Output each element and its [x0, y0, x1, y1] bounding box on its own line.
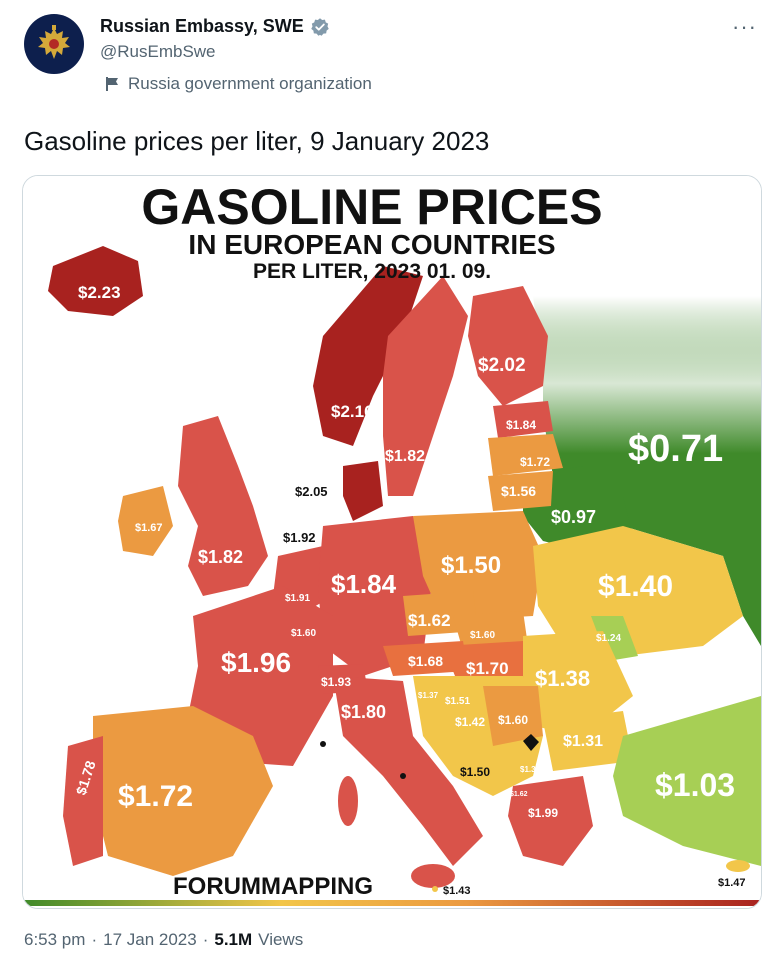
region-portugal [63, 736, 103, 866]
price-croatia: $1.51 [445, 696, 470, 707]
region-moldova [591, 616, 638, 661]
price-france: $1.96 [221, 647, 291, 678]
price-n-macedonia: $1.37 [520, 765, 541, 774]
map-date-line: PER LITER, 2023 01. 09. [253, 260, 491, 283]
government-label[interactable]: Russia government organization [106, 74, 372, 94]
region-bulgaria [543, 711, 633, 771]
price-latvia: $1.72 [520, 455, 550, 469]
price-cyprus: $1.47 [718, 877, 746, 889]
tweet-time[interactable]: 6:53 pm [24, 930, 86, 949]
price-russia: $0.71 [628, 428, 723, 470]
meta-separator: · [202, 930, 209, 949]
price-iceland: $2.23 [78, 283, 121, 302]
government-label-text: Russia government organization [128, 74, 372, 93]
price-spain: $1.72 [118, 780, 193, 813]
price-serbia: $1.60 [498, 713, 528, 727]
region-russia [533, 296, 761, 646]
region-spain [93, 706, 273, 876]
price-estonia: $1.84 [506, 418, 536, 432]
more-options-icon[interactable]: ··· [732, 14, 757, 39]
region-iceland [48, 246, 143, 316]
region-cyprus [726, 860, 750, 872]
price-lithuania: $1.56 [501, 483, 536, 499]
price-czechia: $1.62 [408, 611, 451, 630]
region-lithuania [488, 471, 553, 511]
price-malta: $1.43 [443, 885, 471, 897]
malta-dot [432, 886, 438, 892]
map-credit: FORUMMAPPING [173, 873, 373, 900]
map-title: GASOLINE PRICES [141, 179, 602, 235]
name-row: Russian Embassy, SWE [100, 16, 330, 37]
price-belarus: $0.97 [551, 507, 596, 527]
europe-price-map: GASOLINE PRICES IN EUROPEAN COUNTRIES PE… [23, 176, 761, 908]
price-sweden: $1.82 [385, 448, 425, 465]
price-belgium: $1.91 [285, 593, 310, 604]
verified-badge-icon [311, 17, 329, 36]
kosovo-marker [523, 734, 539, 751]
region-germany [318, 516, 433, 676]
price-poland: $1.50 [441, 552, 501, 579]
region-slovakia [453, 611, 528, 651]
price-hungary: $1.70 [466, 659, 509, 678]
price-slovenia: $1.37 [418, 691, 439, 700]
views-label: Views [258, 930, 304, 949]
display-name[interactable]: Russian Embassy, SWE [100, 16, 304, 36]
flag-icon [106, 77, 118, 91]
price-albania: $1.62 [510, 791, 528, 798]
price-norway: $2.16 [331, 402, 374, 421]
price-denmark: $2.05 [295, 484, 328, 499]
region-sardinia [338, 776, 358, 826]
region-ukraine [533, 526, 743, 656]
meta-separator: · [91, 930, 98, 949]
marker-dot [320, 741, 326, 747]
marker-dot [400, 773, 406, 779]
region-sicily [411, 864, 455, 888]
double-headed-eagle-icon [38, 25, 70, 59]
region-italy [333, 676, 483, 866]
views-count[interactable]: 5.1M [214, 930, 253, 949]
region-serbia [483, 686, 543, 746]
region-estonia [493, 401, 553, 438]
map-subtitle: IN EUROPEAN COUNTRIES [188, 229, 555, 260]
price-romania: $1.38 [535, 666, 590, 691]
region-denmark [343, 461, 383, 521]
price-ireland: $1.67 [135, 522, 163, 534]
price-italy: $1.80 [341, 702, 386, 722]
tweet-date[interactable]: 17 Jan 2023 [103, 930, 197, 949]
region-sweden [383, 276, 468, 496]
color-scale-bar [23, 900, 761, 906]
price-austria: $1.68 [408, 653, 443, 669]
price-germany: $1.84 [331, 569, 397, 599]
region-france [188, 586, 333, 766]
region-romania [523, 631, 633, 736]
price-moldova: $1.24 [596, 633, 621, 644]
price-turkey: $1.03 [655, 767, 735, 803]
price-montenegro: $1.50 [460, 765, 490, 779]
tweet-meta: 6:53 pm · 17 Jan 2023 · 5.1M Views [24, 930, 303, 950]
price-bulgaria: $1.31 [563, 733, 603, 750]
region-ireland [118, 486, 173, 556]
price-finland: $2.02 [478, 355, 526, 376]
region-norway [313, 266, 423, 446]
region-uk [178, 416, 268, 596]
price-greece: $1.99 [528, 806, 558, 820]
price-netherlands: $1.92 [283, 530, 316, 545]
region-greece [508, 776, 593, 866]
price-switzerland: $1.93 [321, 675, 351, 689]
region-turkey [613, 696, 761, 866]
price-uk: $1.82 [198, 547, 243, 567]
price-ukraine: $1.40 [598, 570, 673, 603]
price-luxembourg: $1.60 [291, 628, 316, 639]
region-latvia [488, 434, 563, 476]
avatar[interactable] [24, 14, 84, 74]
price-bosnia: $1.42 [455, 715, 485, 729]
price-slovakia: $1.60 [470, 630, 495, 641]
account-handle[interactable]: @RusEmbSwe [100, 42, 216, 61]
tweet-image[interactable]: GASOLINE PRICES IN EUROPEAN COUNTRIES PE… [22, 175, 762, 909]
region-finland [468, 286, 548, 406]
tweet-text: Gasoline prices per liter, 9 January 202… [24, 126, 490, 156]
